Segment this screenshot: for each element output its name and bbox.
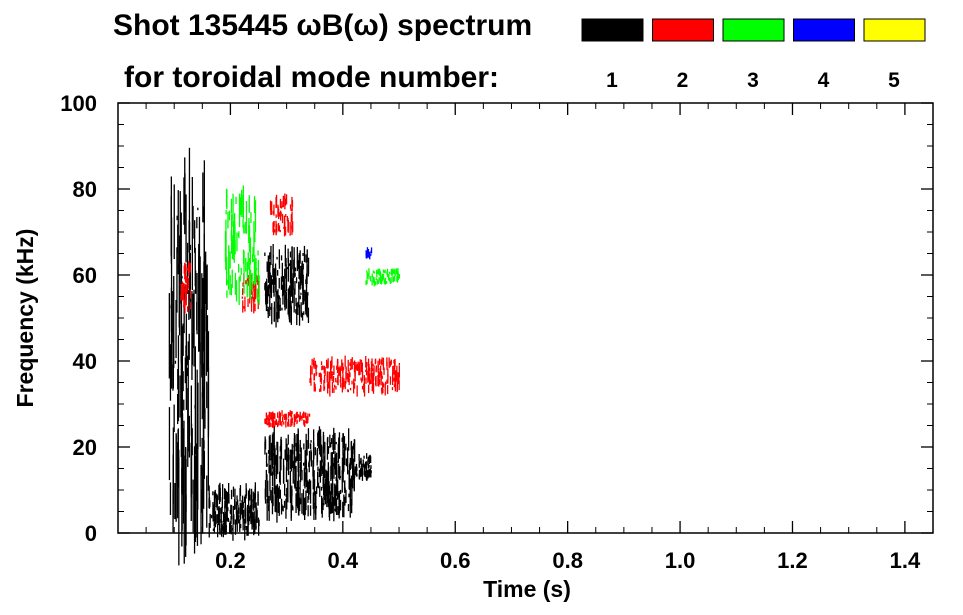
- y-axis-title: Frequency (kHz): [12, 229, 38, 408]
- spectrum-feature-n1: [354, 453, 372, 481]
- plot-frame: [117, 102, 934, 534]
- legend-label-5: 5: [888, 69, 900, 92]
- legend-swatch-1: [581, 18, 644, 42]
- x-tick-label: 1.0: [665, 548, 696, 573]
- y-tick-label: 100: [60, 91, 97, 116]
- legend-swatch-4: [793, 18, 855, 42]
- legend: 1 2 3 4 5: [581, 18, 926, 92]
- chart-title: Shot 135445 ωB(ω) spectrum: [113, 9, 532, 42]
- spectrum-feature-n2: [309, 355, 400, 397]
- spectrum-feature-n2: [269, 193, 294, 237]
- chart-subtitle: for toroidal mode number:: [124, 61, 499, 94]
- y-tick-label: 60: [73, 263, 97, 288]
- spectrum-feature-n4: [365, 247, 373, 260]
- axis-ticks: 0.2 0.4 0.6 0.8 1.0 1.2 1.4 0 20 40 60 80 100: [60, 91, 934, 573]
- x-tick-label: 0.2: [215, 548, 246, 573]
- x-tick-label: 1.4: [890, 548, 921, 573]
- legend-swatch-3: [722, 18, 785, 42]
- legend-label-3: 3: [747, 69, 759, 92]
- y-tick-label: 20: [73, 435, 97, 460]
- legend-swatch-2: [652, 18, 714, 42]
- x-tick-label: 0.8: [552, 548, 583, 573]
- legend-label-4: 4: [818, 69, 830, 92]
- x-tick-label: 0.4: [328, 548, 359, 573]
- x-tick-label: 0.6: [440, 548, 471, 573]
- y-tick-label: 80: [73, 177, 97, 202]
- legend-label-1: 1: [606, 69, 618, 92]
- spectrum-feature-n3: [365, 267, 400, 287]
- spectrum-feature-n2: [264, 410, 311, 428]
- legend-swatch-5: [863, 18, 926, 42]
- spectrum-feature-n1: [264, 425, 356, 523]
- x-tick-label: 1.2: [777, 548, 808, 573]
- spectrum-feature-n1: [168, 147, 210, 566]
- y-tick-label: 40: [73, 349, 97, 374]
- spectrum-feature-n2: [180, 260, 191, 314]
- spectrum-feature-n1: [264, 244, 310, 328]
- spectrum-feature-n1: [208, 482, 260, 541]
- x-axis-title: Time (s): [483, 576, 571, 602]
- y-tick-label: 0: [85, 521, 97, 546]
- legend-label-2: 2: [677, 69, 689, 92]
- spectrum-plot-area: [168, 147, 400, 566]
- spectrum-feature-n3: [224, 185, 260, 306]
